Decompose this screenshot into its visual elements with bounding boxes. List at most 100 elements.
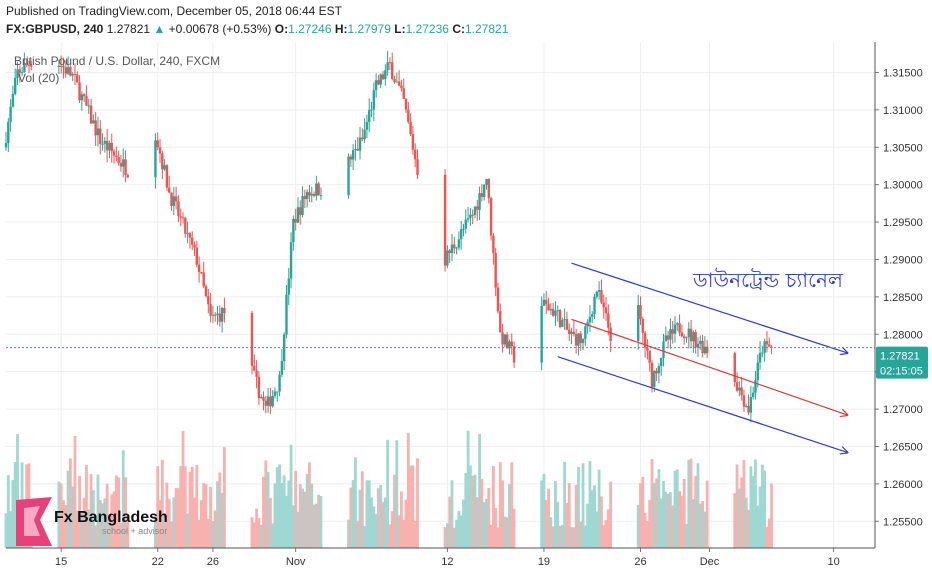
open-value: 1.27246 — [288, 22, 332, 36]
volume-bar — [583, 525, 587, 548]
candle-body — [547, 304, 550, 311]
volume-bar — [78, 476, 81, 548]
volume-bar — [464, 472, 468, 548]
candle-body — [558, 310, 562, 328]
volume-bar — [264, 460, 268, 548]
volume-bar — [747, 509, 750, 548]
volume-bar — [691, 499, 695, 548]
candle-body — [282, 334, 286, 362]
channel-lower-line — [557, 356, 848, 453]
candle-body — [94, 120, 97, 136]
price-badge: 1.27821 02:15:05 — [876, 346, 928, 379]
volume-bar — [275, 467, 279, 548]
candle-body — [89, 105, 93, 124]
candle-body — [397, 81, 401, 86]
candle-body — [593, 296, 596, 315]
candle-body — [62, 65, 65, 68]
candle-body — [379, 74, 382, 85]
volume-bar — [595, 511, 599, 548]
candles — [4, 50, 773, 423]
candle-body — [276, 391, 279, 393]
candle-body — [71, 74, 74, 76]
logo-mark-highlight — [24, 506, 40, 536]
volume-bar — [365, 480, 369, 548]
price-chart[interactable]: 1.31500 1.31000 1.30500 1.30000 1.29500 1.290… — [0, 40, 932, 581]
volume-bar — [163, 513, 167, 548]
candle-body — [25, 63, 28, 65]
volume-bar — [586, 503, 590, 548]
candle-body — [64, 67, 67, 74]
volume-bar — [367, 480, 371, 548]
volume-bar — [737, 488, 741, 548]
candle-body — [96, 128, 100, 136]
symbol-label[interactable]: FX:GBPUSD, 240 — [6, 22, 104, 36]
candle-body — [653, 370, 656, 388]
plot-area — [6, 42, 875, 548]
candle-body — [751, 392, 755, 397]
candle-body — [285, 294, 288, 335]
volume-bar — [560, 525, 564, 548]
candle-body — [299, 207, 302, 215]
volume-bar — [393, 474, 396, 548]
volume-bar — [579, 521, 583, 548]
candle-body — [597, 290, 601, 292]
candle-body — [678, 323, 681, 333]
volume-bar — [590, 490, 594, 548]
candle-body — [57, 65, 61, 67]
candle-body — [308, 192, 311, 196]
candle-body — [740, 387, 743, 396]
y-tick-label: 1.30000 — [883, 180, 923, 192]
x-tick-label: 10 — [827, 556, 839, 568]
volume-bar — [593, 485, 596, 548]
volume-bar — [646, 521, 649, 548]
candle-body — [216, 313, 219, 315]
volume-bar — [177, 488, 180, 548]
volume-bar — [358, 489, 362, 548]
price-axis[interactable]: 1.31500 1.31000 1.30500 1.30000 1.29500 1.290… — [874, 42, 923, 548]
volume-bar — [694, 476, 698, 548]
candle-body — [604, 307, 608, 314]
candle-body — [416, 159, 419, 175]
candle-body — [16, 69, 19, 78]
candle-body — [556, 310, 559, 312]
volume-bar — [494, 508, 498, 548]
volume-bar — [485, 498, 488, 548]
volume-bar — [652, 483, 656, 548]
candle-body — [572, 331, 576, 335]
candle-body — [512, 346, 516, 363]
candle-body — [20, 72, 24, 74]
time-axis[interactable]: 15 22 26 Nov 12 19 26 Dec 10 — [6, 547, 875, 568]
candle-body — [503, 334, 507, 345]
volume-bar — [473, 474, 477, 548]
x-tick-label: 26 — [634, 556, 646, 568]
y-tick-label: 1.28000 — [883, 329, 923, 341]
volume-bar — [597, 469, 601, 548]
y-tick-label: 1.28500 — [883, 292, 923, 304]
volume-bar — [94, 525, 98, 548]
volume-bar — [754, 459, 757, 548]
volume-bar — [317, 494, 321, 548]
candle-body — [391, 62, 394, 79]
candle-body — [579, 333, 582, 344]
volume-bar — [266, 471, 270, 548]
candle-body — [551, 309, 555, 316]
candle-body — [384, 70, 387, 80]
candle-body — [641, 318, 645, 333]
volume-bar — [197, 519, 201, 548]
volume-bar — [154, 514, 157, 548]
logo-title: Fx Bangladesh — [54, 509, 168, 526]
volume-bar — [379, 484, 383, 548]
volume-bar — [639, 483, 642, 548]
candle-body — [188, 233, 192, 238]
volume-bar — [551, 526, 555, 548]
channel-middle-line — [571, 318, 848, 415]
candle-body — [595, 291, 599, 297]
price-badge-countdown: 02:15:05 — [880, 366, 923, 378]
volume-bar — [556, 501, 560, 548]
volume-bar — [314, 503, 318, 548]
volume-bar — [680, 495, 684, 548]
volume-bar — [62, 500, 65, 548]
volume-bar — [416, 458, 419, 548]
pane-title: British Pound / U.S. Dollar, 240, FXCM — [14, 54, 220, 68]
volume-bar — [760, 464, 764, 548]
